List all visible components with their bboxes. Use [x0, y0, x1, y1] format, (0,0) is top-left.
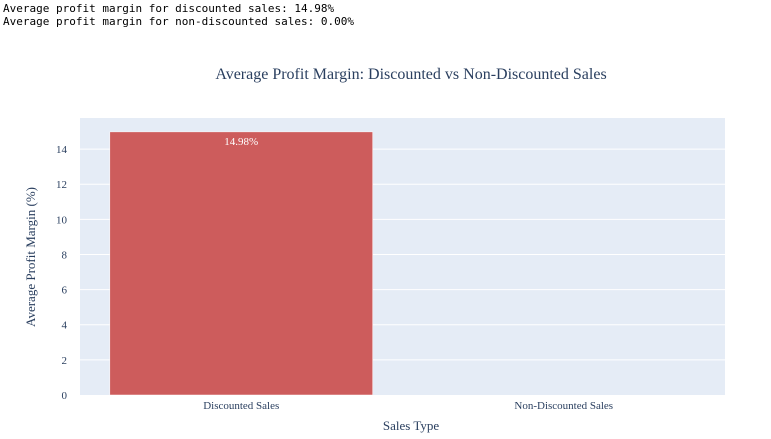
y-tick-label: 4 — [62, 320, 68, 332]
y-tick-label: 6 — [62, 285, 68, 297]
y-tick-label: 2 — [62, 355, 68, 367]
y-tick-label: 12 — [56, 179, 67, 191]
y-tick-label: 8 — [62, 249, 68, 261]
y-tick-label: 14 — [56, 144, 68, 156]
x-tick-label: Non-Discounted Sales — [514, 400, 613, 412]
y-axis-ticks: 0 2 4 6 8 10 12 14 — [56, 144, 68, 402]
bars: 14.98% — [109, 131, 373, 396]
x-axis-title: Sales Type — [383, 418, 439, 433]
console-output-line-1: Average profit margin for discounted sal… — [3, 2, 335, 15]
chart-title: Average Profit Margin: Discounted vs Non… — [215, 66, 606, 83]
bar-discounted-sales — [109, 131, 373, 396]
x-axis-ticks: Discounted Sales Non-Discounted Sales — [203, 400, 613, 412]
x-tick-label: Discounted Sales — [203, 400, 279, 412]
y-tick-label: 0 — [62, 390, 68, 402]
bar-data-label: 14.98% — [224, 136, 258, 148]
y-tick-label: 10 — [56, 214, 68, 226]
y-axis-title: Average Profit Margin (%) — [23, 187, 38, 327]
console-output-line-2: Average profit margin for non-discounted… — [3, 15, 354, 28]
